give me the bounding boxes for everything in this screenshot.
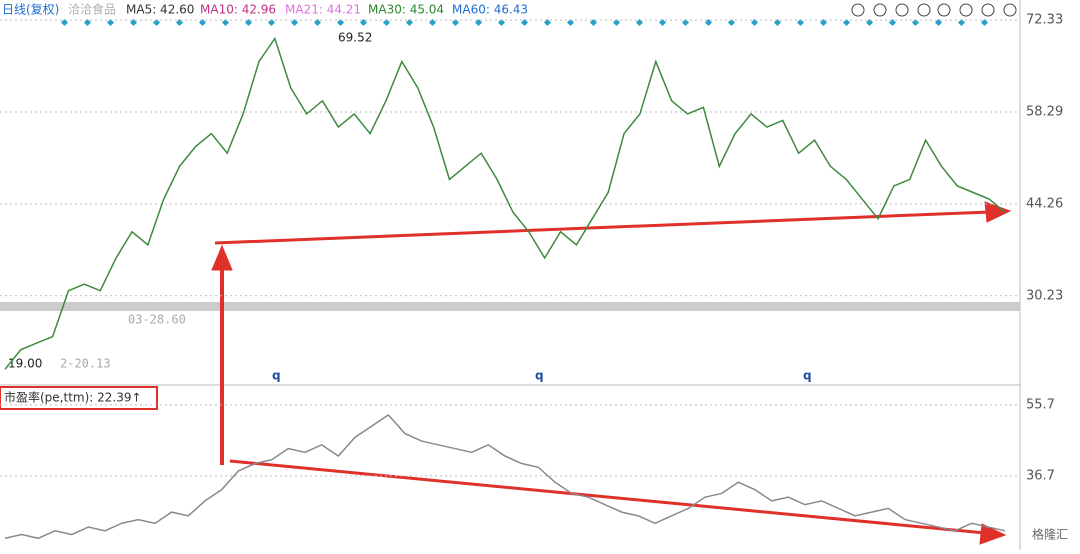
- ma10: MA10: 42.96: [200, 3, 276, 17]
- price-line: [4, 413, 1006, 540]
- tool-cut[interactable]: [937, 3, 951, 17]
- event-diamond: [957, 18, 966, 27]
- y-tick-label: 72.33: [1026, 13, 1063, 28]
- y-tick-label: 58.29: [1026, 105, 1063, 120]
- event-marker: 榜: [628, 368, 640, 383]
- event-diamond: [474, 18, 483, 27]
- y-tick-label: 55.7: [1026, 397, 1055, 412]
- event-diamond: [451, 18, 460, 27]
- event-diamond: [428, 18, 437, 27]
- price-line: [4, 36, 1006, 370]
- ma60: MA60: 46.43: [452, 3, 528, 17]
- tool-lock[interactable]: [959, 3, 973, 17]
- event-diamond: [290, 18, 299, 27]
- event-marker: q: [803, 369, 812, 383]
- event-diamond: [911, 18, 920, 27]
- tool-view[interactable]: [851, 3, 865, 17]
- stock: 洽洽食品: [68, 2, 116, 17]
- event-diamond: [612, 18, 621, 27]
- ghost-label: 03-28.60: [128, 313, 186, 327]
- arrow-head: [979, 523, 1007, 545]
- event-diamond: [773, 18, 782, 27]
- event-diamond: [313, 18, 322, 27]
- tool-hand[interactable]: [873, 3, 887, 17]
- event-diamond: [359, 18, 368, 27]
- watermark: 格隆汇: [1032, 527, 1068, 542]
- event-marker: q: [535, 369, 544, 383]
- y-tick-label: 30.23: [1026, 288, 1063, 303]
- event-diamond: [566, 18, 575, 27]
- event-diamond: [796, 18, 805, 27]
- header: 日线(复权) 洽洽食品 MA5: 42.60 MA10: 42.96 MA21:…: [2, 2, 528, 17]
- tool-zoom-in[interactable]: [981, 3, 995, 17]
- arrow-head: [211, 244, 233, 271]
- event-diamond: [658, 18, 667, 27]
- event-diamond: [405, 18, 414, 27]
- pe-title: 市盈率(pe,ttm): 22.39↑: [4, 390, 142, 405]
- tool-zoom-out[interactable]: [1003, 3, 1017, 17]
- pe-box: [0, 386, 158, 410]
- ma5: MA5: 42.60: [126, 3, 194, 17]
- min-label: 19.00: [8, 357, 42, 371]
- event-diamond: [152, 18, 161, 27]
- event-diamond: [198, 18, 207, 27]
- tool-undo[interactable]: [917, 3, 931, 17]
- event-diamond: [842, 18, 851, 27]
- event-diamond: [934, 18, 943, 27]
- event-marker: 财: [896, 368, 909, 383]
- max-label: 69.52: [338, 31, 372, 45]
- event-diamond: [129, 18, 138, 27]
- event-diamond: [244, 18, 253, 27]
- event-diamond: [704, 18, 713, 27]
- event-diamond: [221, 18, 230, 27]
- event-diamond: [750, 18, 759, 27]
- event-marker: 增: [957, 368, 969, 383]
- event-diamond: [888, 18, 897, 27]
- event-diamond: [727, 18, 736, 27]
- event-diamond: [175, 18, 184, 27]
- event-diamond: [865, 18, 874, 27]
- event-diamond: [267, 18, 276, 27]
- toolbar: [851, 3, 1017, 17]
- y-tick-label: 44.26: [1026, 196, 1063, 211]
- event-diamond: [382, 18, 391, 27]
- period: 日线(复权): [2, 3, 59, 17]
- ma21: MA21: 44.21: [285, 3, 361, 17]
- event-diamond: [635, 18, 644, 27]
- event-diamond: [819, 18, 828, 27]
- event-diamond: [543, 18, 552, 27]
- event-marker: q: [272, 369, 281, 383]
- arrow: [229, 459, 986, 535]
- arrow: [214, 210, 991, 245]
- tool-play[interactable]: [895, 3, 909, 17]
- ma30: MA30: 45.04: [368, 3, 444, 17]
- event-diamond: [520, 18, 529, 27]
- gray-band: [0, 302, 1020, 311]
- event-diamond: [497, 18, 506, 27]
- event-diamond: [336, 18, 345, 27]
- event-diamond: [589, 18, 598, 27]
- event-diamond: [681, 18, 690, 27]
- event-diamond: [980, 18, 989, 27]
- ghost-label: 2-20.13: [60, 357, 111, 371]
- y-tick-label: 36.7: [1026, 468, 1055, 483]
